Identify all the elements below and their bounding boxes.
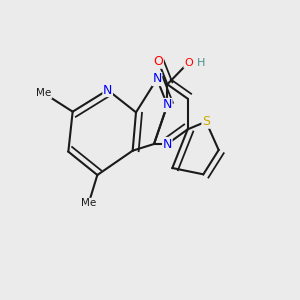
Text: N: N <box>163 98 172 112</box>
Text: O: O <box>153 55 163 68</box>
Text: H: H <box>197 58 205 68</box>
Text: N: N <box>152 73 162 85</box>
Text: O: O <box>184 58 193 68</box>
Text: N: N <box>103 83 112 97</box>
Text: Me: Me <box>36 88 52 98</box>
Text: S: S <box>202 115 210 128</box>
Text: N: N <box>163 137 172 151</box>
Text: Me: Me <box>81 198 96 208</box>
